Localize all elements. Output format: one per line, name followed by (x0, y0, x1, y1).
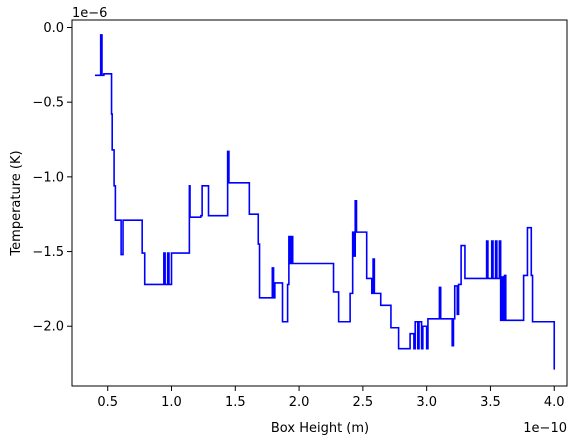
series-layer (94, 34, 556, 370)
x-tick-label: 1.0 (161, 395, 182, 410)
plot-frame (71, 19, 568, 387)
x-tick-label: 3.0 (416, 395, 437, 410)
y-tick-label: −2.0 (32, 320, 64, 335)
x-tick-label: 3.5 (480, 395, 501, 410)
x-tick-label: 0.5 (97, 395, 118, 410)
series-line-0 (94, 34, 556, 370)
y-tick-label: −1.5 (32, 245, 64, 260)
y-tick-label: 0.0 (43, 21, 64, 36)
y-tick-label: −0.5 (32, 96, 64, 111)
y-axis-ticks: 0.0 −0.5 −1.0 −1.5 −2.0 (32, 21, 72, 335)
x-tick-label: 2.0 (289, 395, 310, 410)
y-axis-label: Temperature (K) (9, 150, 24, 256)
x-axis-ticks: 0.5 1.0 1.5 2.0 2.5 3.0 3.5 4.0 (97, 386, 565, 410)
y-offset-label: 1e−6 (72, 6, 107, 21)
y-tick-label: −1.0 (32, 170, 64, 185)
x-offset-label: 1e−10 (523, 421, 567, 436)
x-tick-label: 1.5 (225, 395, 246, 410)
x-tick-label: 2.5 (353, 395, 374, 410)
x-tick-label: 4.0 (544, 395, 565, 410)
x-axis-label: Box Height (m) (271, 421, 369, 436)
